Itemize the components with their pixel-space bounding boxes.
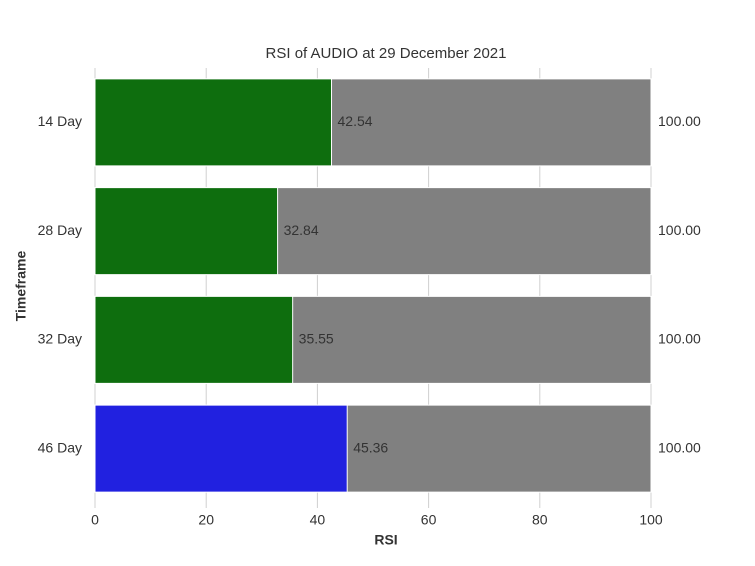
value-label: 45.36 <box>353 439 388 455</box>
bar <box>94 187 279 276</box>
background-value-label: 100.00 <box>658 222 701 238</box>
background-value-label: 100.00 <box>658 113 701 129</box>
y-tick-label: 28 Day <box>38 222 82 238</box>
y-tick-label: 32 Day <box>38 331 82 347</box>
bar <box>94 295 294 384</box>
y-tick-label: 46 Day <box>38 439 82 455</box>
value-label: 32.84 <box>284 222 319 238</box>
value-label: 35.55 <box>299 331 334 347</box>
bar <box>94 404 348 493</box>
y-tick-label: 14 Day <box>38 113 82 129</box>
x-axis-label: RSI <box>374 532 397 548</box>
x-tick-label: 60 <box>421 512 437 528</box>
background-value-label: 100.00 <box>658 331 701 347</box>
x-tick-label: 100 <box>639 512 663 528</box>
x-tick-label: 80 <box>532 512 548 528</box>
x-tick-label: 40 <box>310 512 326 528</box>
x-tick-label: 0 <box>91 512 99 528</box>
background-value-label: 100.00 <box>658 439 701 455</box>
bar <box>94 78 333 167</box>
value-label: 42.54 <box>338 113 373 129</box>
y-axis-label: Timeframe <box>13 251 29 322</box>
chart-title: RSI of AUDIO at 29 December 2021 <box>266 45 507 62</box>
x-tick-label: 20 <box>198 512 214 528</box>
